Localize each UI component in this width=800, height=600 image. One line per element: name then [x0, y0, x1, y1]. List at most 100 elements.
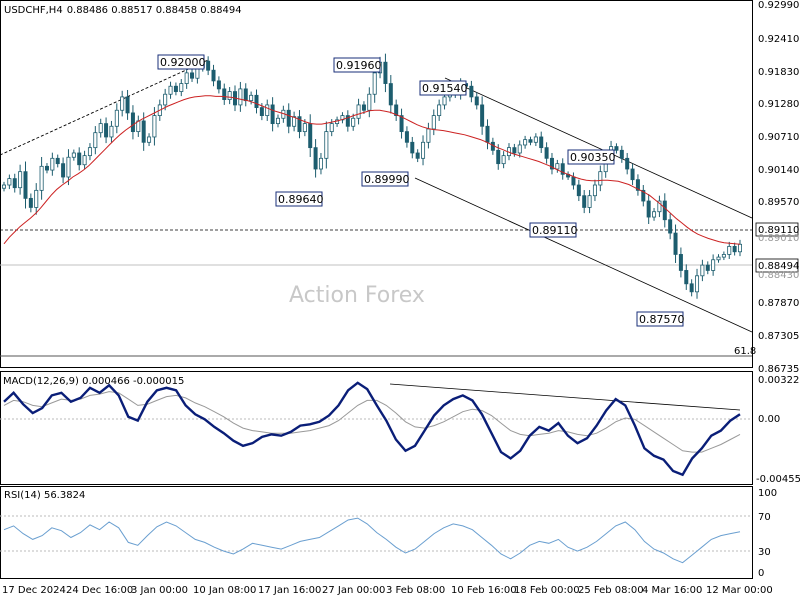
- x-tick-label: 10 Jan 08:00: [193, 585, 256, 596]
- candle-body: [114, 109, 119, 127]
- level-61-8-label: 61.8: [734, 346, 756, 357]
- candle-body: [695, 275, 700, 293]
- candle-body: [66, 156, 71, 178]
- candle-body: [431, 115, 436, 130]
- y-tick-label: 0.00: [758, 414, 780, 425]
- candle-body: [421, 141, 426, 159]
- candle-body: [555, 163, 560, 170]
- svg-text:0.88494: 0.88494: [758, 261, 799, 272]
- candle-body: [582, 195, 587, 208]
- candle-body: [50, 157, 55, 171]
- candle-body: [179, 83, 184, 92]
- candle-body: [711, 259, 716, 271]
- y-tick-label: 0.92410: [758, 34, 799, 45]
- candle-body: [125, 96, 130, 114]
- candle-body: [163, 93, 168, 106]
- candle-body: [206, 60, 211, 71]
- candle-body: [318, 157, 323, 170]
- candle-body: [399, 115, 404, 133]
- x-tick-label: 24 Dec 16:00: [66, 585, 133, 596]
- candle-body: [23, 171, 28, 199]
- x-tick-label: 25 Feb 08:00: [578, 585, 644, 596]
- candle-body: [2, 184, 7, 189]
- candle-body: [571, 176, 576, 186]
- candle-body: [533, 136, 538, 143]
- candle-body: [324, 131, 329, 159]
- candle-body: [61, 163, 66, 178]
- x-tick-label: 18 Feb 00:00: [514, 585, 580, 596]
- candle-body: [71, 152, 76, 158]
- candle-body: [87, 147, 92, 157]
- candle-body: [372, 72, 377, 95]
- candle-body: [82, 155, 87, 166]
- y-tick-label: 0.90710: [758, 132, 799, 143]
- candle-body: [614, 146, 619, 151]
- y-tick-label: 0.89010: [758, 233, 799, 244]
- x-tick-label: 12 Mar 00:00: [706, 585, 773, 596]
- candle-body: [587, 195, 592, 208]
- time-axis: 17 Dec 2024 24 Dec 16:00 3 Jan 00:00 10 …: [2, 585, 773, 596]
- candle-body: [77, 152, 82, 166]
- candle-body: [222, 88, 227, 100]
- candle-body: [259, 107, 264, 117]
- candle-body: [474, 96, 479, 106]
- candle-body: [716, 256, 721, 261]
- candle-body: [523, 139, 528, 146]
- candle-body: [689, 283, 694, 293]
- y-tick-label: 0.87305: [758, 331, 799, 342]
- candle-body: [684, 270, 689, 285]
- candle-body: [98, 123, 103, 134]
- channel-upper-line: [444, 77, 753, 219]
- candle-body: [630, 168, 635, 181]
- svg-text:0.91960: 0.91960: [336, 59, 382, 72]
- price-label: 0.92000: [157, 54, 206, 70]
- level-price-tag: 0.89110: [755, 222, 799, 237]
- y-tick-label: 0.87870: [758, 298, 799, 309]
- up-trend-line: [0, 59, 209, 156]
- candle-body: [560, 163, 565, 175]
- candle-body: [55, 157, 60, 165]
- macd-axis: 0.00322 0.00 -0.004559: [756, 375, 800, 485]
- candle-body: [286, 109, 291, 127]
- candle-body: [469, 85, 474, 98]
- x-tick-label: 3 Feb 08:00: [386, 585, 445, 596]
- price-label: 0.89640: [275, 191, 324, 207]
- candle-body: [646, 200, 651, 218]
- svg-text:0.89110: 0.89110: [758, 225, 799, 236]
- x-tick-label: 17 Dec 2024: [2, 585, 66, 596]
- candle-body: [130, 112, 135, 133]
- candle-body: [345, 115, 350, 127]
- candle-body: [329, 123, 334, 133]
- candle-body: [12, 178, 17, 189]
- svg-text:0.91540: 0.91540: [422, 82, 468, 95]
- candle-body: [415, 152, 420, 159]
- candle-body: [227, 91, 232, 100]
- candle-body: [361, 104, 366, 111]
- candle-body: [539, 136, 544, 149]
- candle-body: [442, 96, 447, 106]
- y-tick-label: 0.00322: [758, 375, 799, 386]
- watermark: Action Forex: [289, 283, 425, 308]
- svg-text:0.89990: 0.89990: [364, 173, 410, 186]
- candle-body: [190, 72, 195, 79]
- price-label: 0.90350: [567, 149, 616, 165]
- candle-body: [302, 123, 307, 133]
- candle-body: [662, 200, 667, 221]
- candle-body: [275, 117, 280, 125]
- y-tick-label: 0: [758, 568, 764, 579]
- candle-body: [549, 157, 554, 170]
- candle-body: [678, 254, 683, 271]
- y-tick-label: 0.91830: [758, 67, 799, 78]
- candle-body: [39, 165, 44, 191]
- macd-signal-line: [3, 391, 741, 453]
- candle-body: [34, 189, 39, 208]
- y-tick-label: 100: [758, 488, 777, 499]
- candle-body: [496, 149, 501, 165]
- y-tick-label: 30: [758, 547, 771, 558]
- svg-text:0.89110: 0.89110: [532, 224, 578, 237]
- candle-body: [394, 104, 399, 117]
- price-label: 0.91540: [419, 80, 468, 96]
- candle-body: [480, 104, 485, 127]
- candle-body: [28, 197, 33, 208]
